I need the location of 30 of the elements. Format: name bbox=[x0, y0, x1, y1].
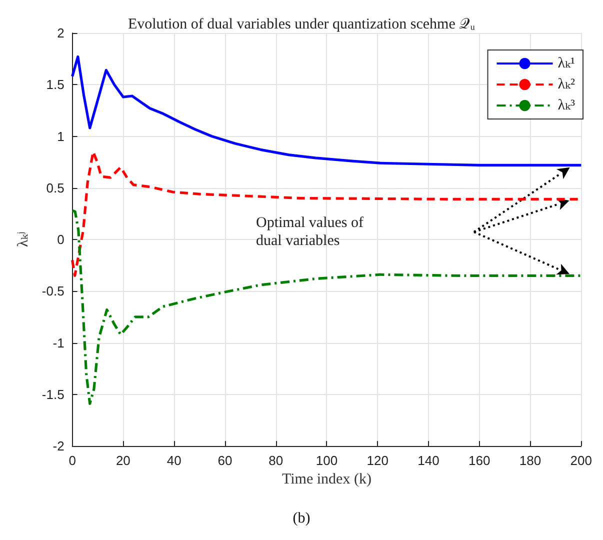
x-tick-label: 140 bbox=[418, 453, 440, 468]
x-tick-label: 20 bbox=[116, 453, 130, 468]
y-tick-label: 0.5 bbox=[46, 180, 64, 196]
x-tick-label: 40 bbox=[166, 453, 182, 468]
x-tick-label: 160 bbox=[468, 453, 490, 468]
y-tick-label: 2 bbox=[57, 26, 64, 40]
x-tick-label: 0 bbox=[68, 453, 76, 468]
x-tick-label: 120 bbox=[366, 453, 388, 468]
y-tick-label: 1.5 bbox=[46, 77, 64, 92]
chart-title: Evolution of dual variables under quantization scehme 𝒬ᵤ bbox=[128, 16, 476, 32]
legend-label: λₖ² bbox=[558, 76, 576, 92]
x-axis-title: Time index (k) bbox=[282, 472, 372, 488]
y-tick-label: -0.5 bbox=[42, 284, 64, 299]
line-series bbox=[71, 55, 582, 166]
x-tick-label: 100 bbox=[316, 453, 338, 468]
y-tick-label: -1 bbox=[52, 335, 64, 350]
x-tick-label: 180 bbox=[519, 453, 542, 468]
legend-label: λₖ¹ bbox=[558, 56, 576, 72]
text: (b) bbox=[292, 510, 310, 526]
line-series bbox=[71, 209, 582, 405]
y-tick-label: 1 bbox=[57, 128, 64, 144]
y-tick-label: 0 bbox=[57, 232, 64, 247]
y-tick-label: -2 bbox=[52, 438, 64, 454]
x-tick-label: 60 bbox=[218, 453, 232, 468]
legend-label: λₖ³ bbox=[558, 98, 576, 114]
annotation: Optimal values of dual variables bbox=[256, 215, 364, 249]
y-axis-title: λₖʲ bbox=[16, 232, 32, 248]
x-tick-label: 200 bbox=[570, 453, 592, 468]
x-tick-label: 80 bbox=[268, 453, 284, 468]
y-tick-label: -1.5 bbox=[42, 386, 64, 402]
